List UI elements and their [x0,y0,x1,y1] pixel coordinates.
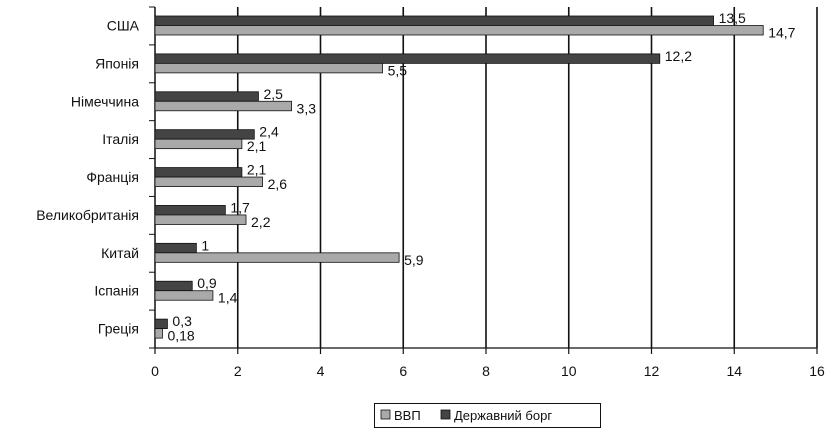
category-label: Франція [86,169,139,185]
debt-bar [154,242,197,254]
category-label: Німеччина [71,93,139,109]
x-axis-tick-label: 4 [317,363,325,379]
gdp-data-label: 3,3 [297,100,317,116]
gdp-bar [154,176,263,187]
gdp-bar [154,100,292,112]
x-axis-tick-label: 0 [151,363,159,379]
gdp-data-label: 5,9 [404,252,424,268]
gdp-data-label: 0,18 [167,328,194,344]
x-axis-tick-label: 10 [561,363,577,379]
debt-data-label: 1 [201,237,209,253]
debt-data-label: 12,2 [665,48,692,64]
x-axis-tick-label: 2 [234,363,242,379]
gdp-bar [154,328,163,339]
debt-bar [154,167,243,178]
x-axis-tick-label: 16 [809,363,825,379]
gdp-bar [154,62,383,74]
legend-box [374,403,601,428]
category-label: Італія [102,131,139,147]
gdp-bar [154,138,243,150]
category-label: Китай [101,245,139,261]
debt-bar [154,318,168,330]
gdp-bar [154,252,400,263]
gdp-data-label: 2,6 [268,176,288,192]
debt-data-label: 2,4 [259,124,279,140]
gdp-data-label: 1,4 [218,290,238,306]
debt-bar [154,91,259,102]
x-axis-tick-label: 12 [644,363,660,379]
debt-data-label: 1,7 [230,199,250,215]
category-label: Японія [95,55,139,71]
x-axis-tick-label: 14 [726,363,742,379]
legend-gdp-swatch [380,409,391,420]
gdp-data-label: 14,7 [768,25,795,41]
gdp-data-label: 5,5 [388,62,408,78]
gdp-data-label: 2,1 [247,138,267,154]
debt-data-label: 2,1 [247,162,267,178]
debt-data-label: 0,9 [197,275,217,291]
x-axis-tick-label: 6 [399,363,407,379]
category-label: США [107,18,140,34]
legend-debt-swatch [440,409,451,420]
debt-data-label: 13,5 [719,10,746,26]
debt-bar [154,129,255,140]
legend-gdp-label: ВВП [394,408,421,423]
debt-data-label: 2,5 [263,86,283,102]
gdp-bar [154,25,764,36]
gdp-bar [154,290,214,301]
x-axis-tick-label: 8 [482,363,490,379]
category-label: Іспанія [94,283,139,299]
gdp-bar [154,214,247,225]
legend-debt-label: Державний борг [454,408,552,423]
category-label: Греція [98,321,139,337]
debt-bar [154,53,661,64]
debt-bar [154,205,226,216]
gdp-data-label: 2,2 [251,214,271,230]
debt-bar [154,15,714,26]
category-label: Великобританія [36,207,139,223]
debt-data-label: 0,3 [172,313,192,329]
debt-bar [154,280,193,292]
